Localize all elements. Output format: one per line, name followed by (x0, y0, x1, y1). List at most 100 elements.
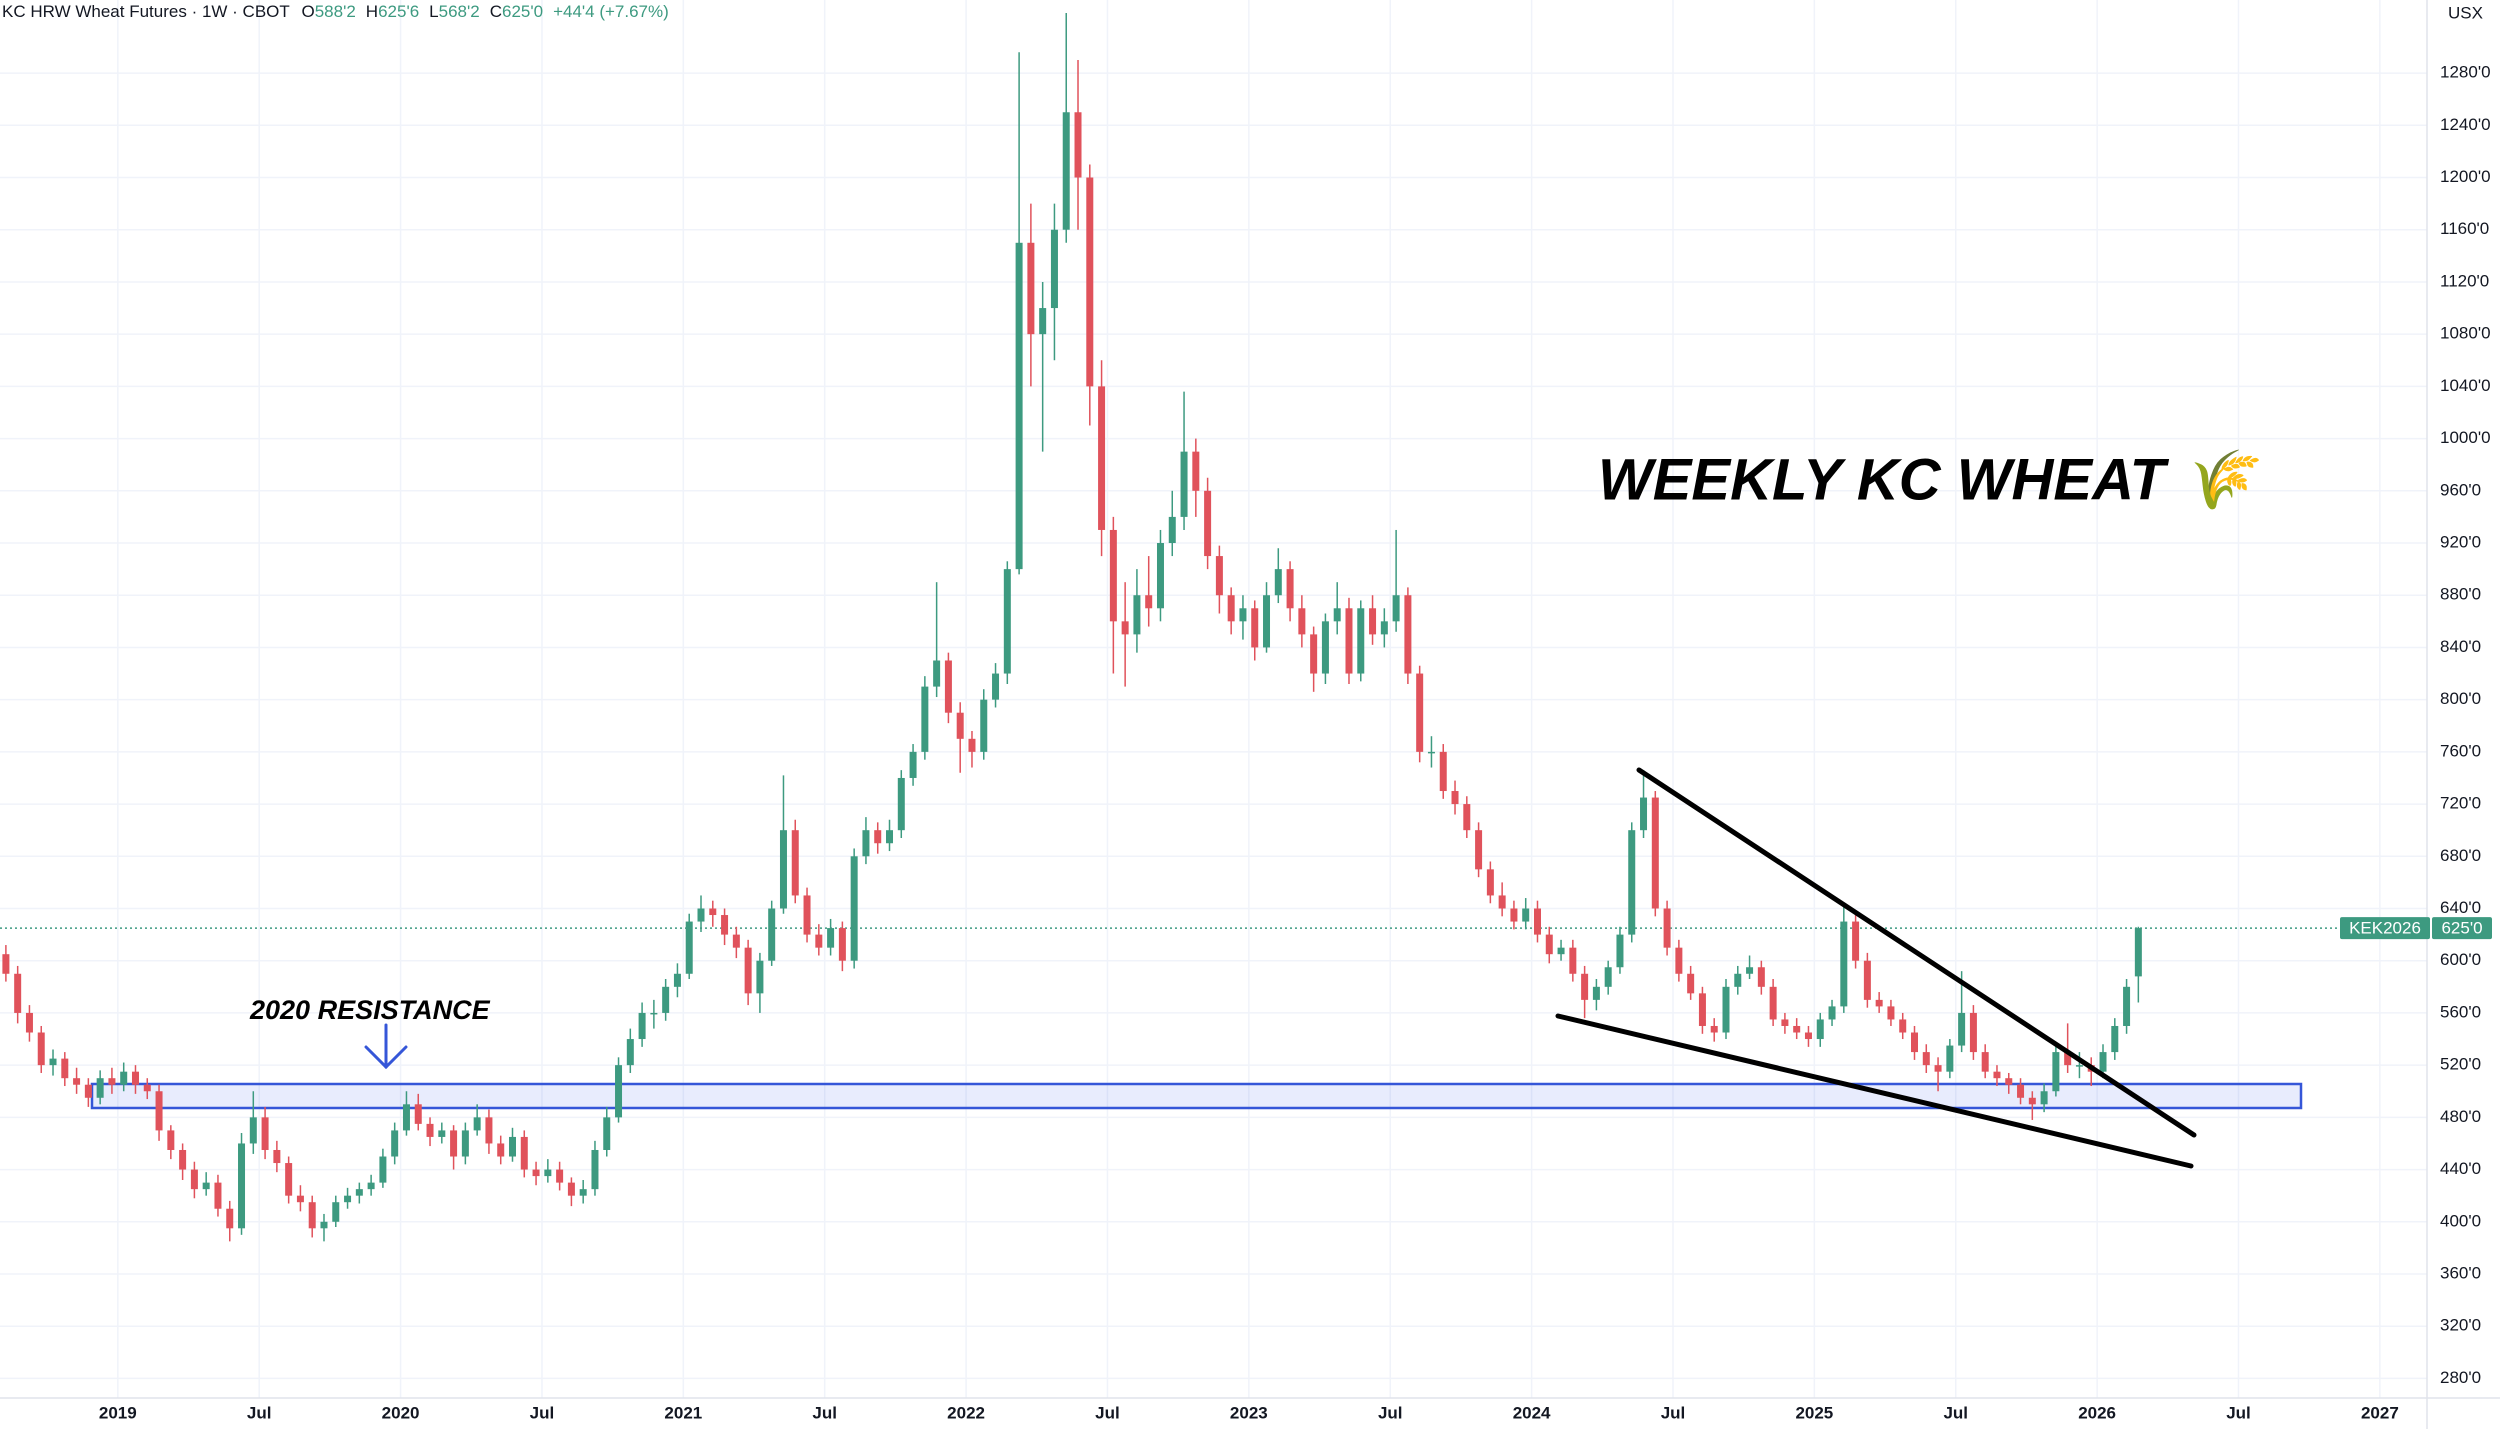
y-tick-label: 1120'0 (2440, 271, 2489, 290)
candle-body (1463, 804, 1471, 831)
candle-body (933, 660, 941, 687)
candle-body (1251, 608, 1259, 648)
candle-body (756, 960, 764, 994)
y-tick-label: 680'0 (2440, 846, 2481, 865)
y-tick-label: 960'0 (2440, 480, 2481, 499)
candle-body (1793, 1025, 1801, 1033)
candle-body (591, 1149, 599, 1190)
candle-body (1369, 608, 1377, 635)
y-tick-label: 640'0 (2440, 898, 2481, 917)
price-tag-label: 625'0 (2441, 919, 2482, 938)
candle-body (320, 1221, 328, 1229)
candle-body (1510, 908, 1518, 922)
candle-body (532, 1169, 540, 1177)
candle-body (49, 1058, 57, 1066)
candle-body (1545, 934, 1553, 955)
legend-text: KC HRW Wheat Futures · 1W · CBOT (2, 2, 289, 21)
candle-body (662, 986, 670, 1013)
candle-body (2075, 1065, 2083, 1067)
candle-body (461, 1130, 469, 1157)
candle-body (2123, 986, 2131, 1026)
candle-body (202, 1182, 210, 1190)
y-tick-label: 880'0 (2440, 585, 2481, 604)
candle-body (909, 751, 917, 778)
price-tag (2432, 917, 2492, 940)
candle-body (1486, 869, 1494, 896)
candle-body (108, 1078, 116, 1085)
candle-body (84, 1084, 92, 1098)
candle-body (1946, 1045, 1954, 1072)
candle-body (1475, 830, 1483, 870)
annotation: 2020 RESISTANCE (249, 995, 491, 1025)
trend-line-upper (1636, 767, 2197, 1138)
grid (0, 0, 2427, 1398)
candle-body (874, 830, 882, 844)
candle-body (1522, 908, 1530, 922)
candle-body (1604, 967, 1612, 987)
candle-body (1086, 177, 1094, 387)
candle-body (355, 1189, 363, 1196)
candle-body (1145, 595, 1153, 609)
x-tick-label: Jul (1943, 1403, 1968, 1422)
candle-body (1015, 242, 1023, 570)
candle-body (214, 1182, 222, 1209)
candle-body (1557, 947, 1565, 955)
x-tick-label: 2021 (664, 1403, 702, 1422)
candle-body (1404, 595, 1412, 674)
candle-body (296, 1195, 304, 1203)
y-tick-label: 760'0 (2440, 741, 2481, 760)
candle-body (1675, 947, 1683, 974)
candle-body (921, 686, 929, 752)
candle-body (2040, 1091, 2048, 1105)
candle-body (1498, 895, 1506, 909)
x-tick-label: 2022 (947, 1403, 985, 1422)
candle-body (450, 1130, 458, 1157)
candle-body (1062, 112, 1070, 230)
candle-body (308, 1202, 316, 1229)
symbol-label: KEK2026 (2349, 919, 2421, 938)
candle-body (1392, 595, 1400, 622)
candle-body (1663, 908, 1671, 948)
candle-body (402, 1104, 410, 1131)
candle-body (179, 1149, 187, 1170)
candle-body (1074, 112, 1082, 178)
candle-body (131, 1071, 139, 1085)
candle-body (1969, 1012, 1977, 1053)
candle-body (697, 908, 705, 922)
candle-body (579, 1189, 587, 1196)
trend-line-lower (1555, 1013, 2194, 1169)
candle-body (1781, 1019, 1789, 1026)
candle-body (2052, 1052, 2060, 1092)
y-tick-label: 280'0 (2440, 1368, 2481, 1387)
candle-body (1333, 608, 1341, 622)
candle-body (1863, 960, 1871, 1000)
candle-body (1215, 556, 1223, 596)
candle-body (685, 921, 693, 974)
candle-body (1628, 830, 1636, 935)
x-tick-label: Jul (1661, 1403, 1686, 1422)
legend-text: +44'4 (+7.67%) (553, 2, 669, 21)
y-tick-label: 360'0 (2440, 1263, 2481, 1282)
candle-body (827, 928, 835, 948)
candle-body (956, 712, 964, 739)
y-tick-label: 1200'0 (2440, 167, 2491, 186)
y-tick-label: 1160'0 (2440, 219, 2489, 238)
candle-body (650, 1012, 658, 1015)
candle-body (520, 1136, 528, 1170)
candle-body (2, 954, 10, 974)
candle-body (1769, 986, 1777, 1020)
candle-body (143, 1084, 151, 1092)
y-tick-label: 1240'0 (2440, 115, 2491, 134)
candle-body (1757, 967, 1765, 987)
candle-body (1922, 1052, 1930, 1066)
candle-body (1286, 569, 1294, 609)
candle-body (1109, 529, 1117, 622)
candle-body (1899, 1019, 1907, 1033)
candle-body (709, 908, 717, 916)
candle-body (1039, 308, 1047, 335)
candle-body (120, 1071, 128, 1085)
y-tick-label: 400'0 (2440, 1211, 2481, 1230)
candle-body (1804, 1032, 1812, 1040)
candle-body (1710, 1025, 1718, 1033)
